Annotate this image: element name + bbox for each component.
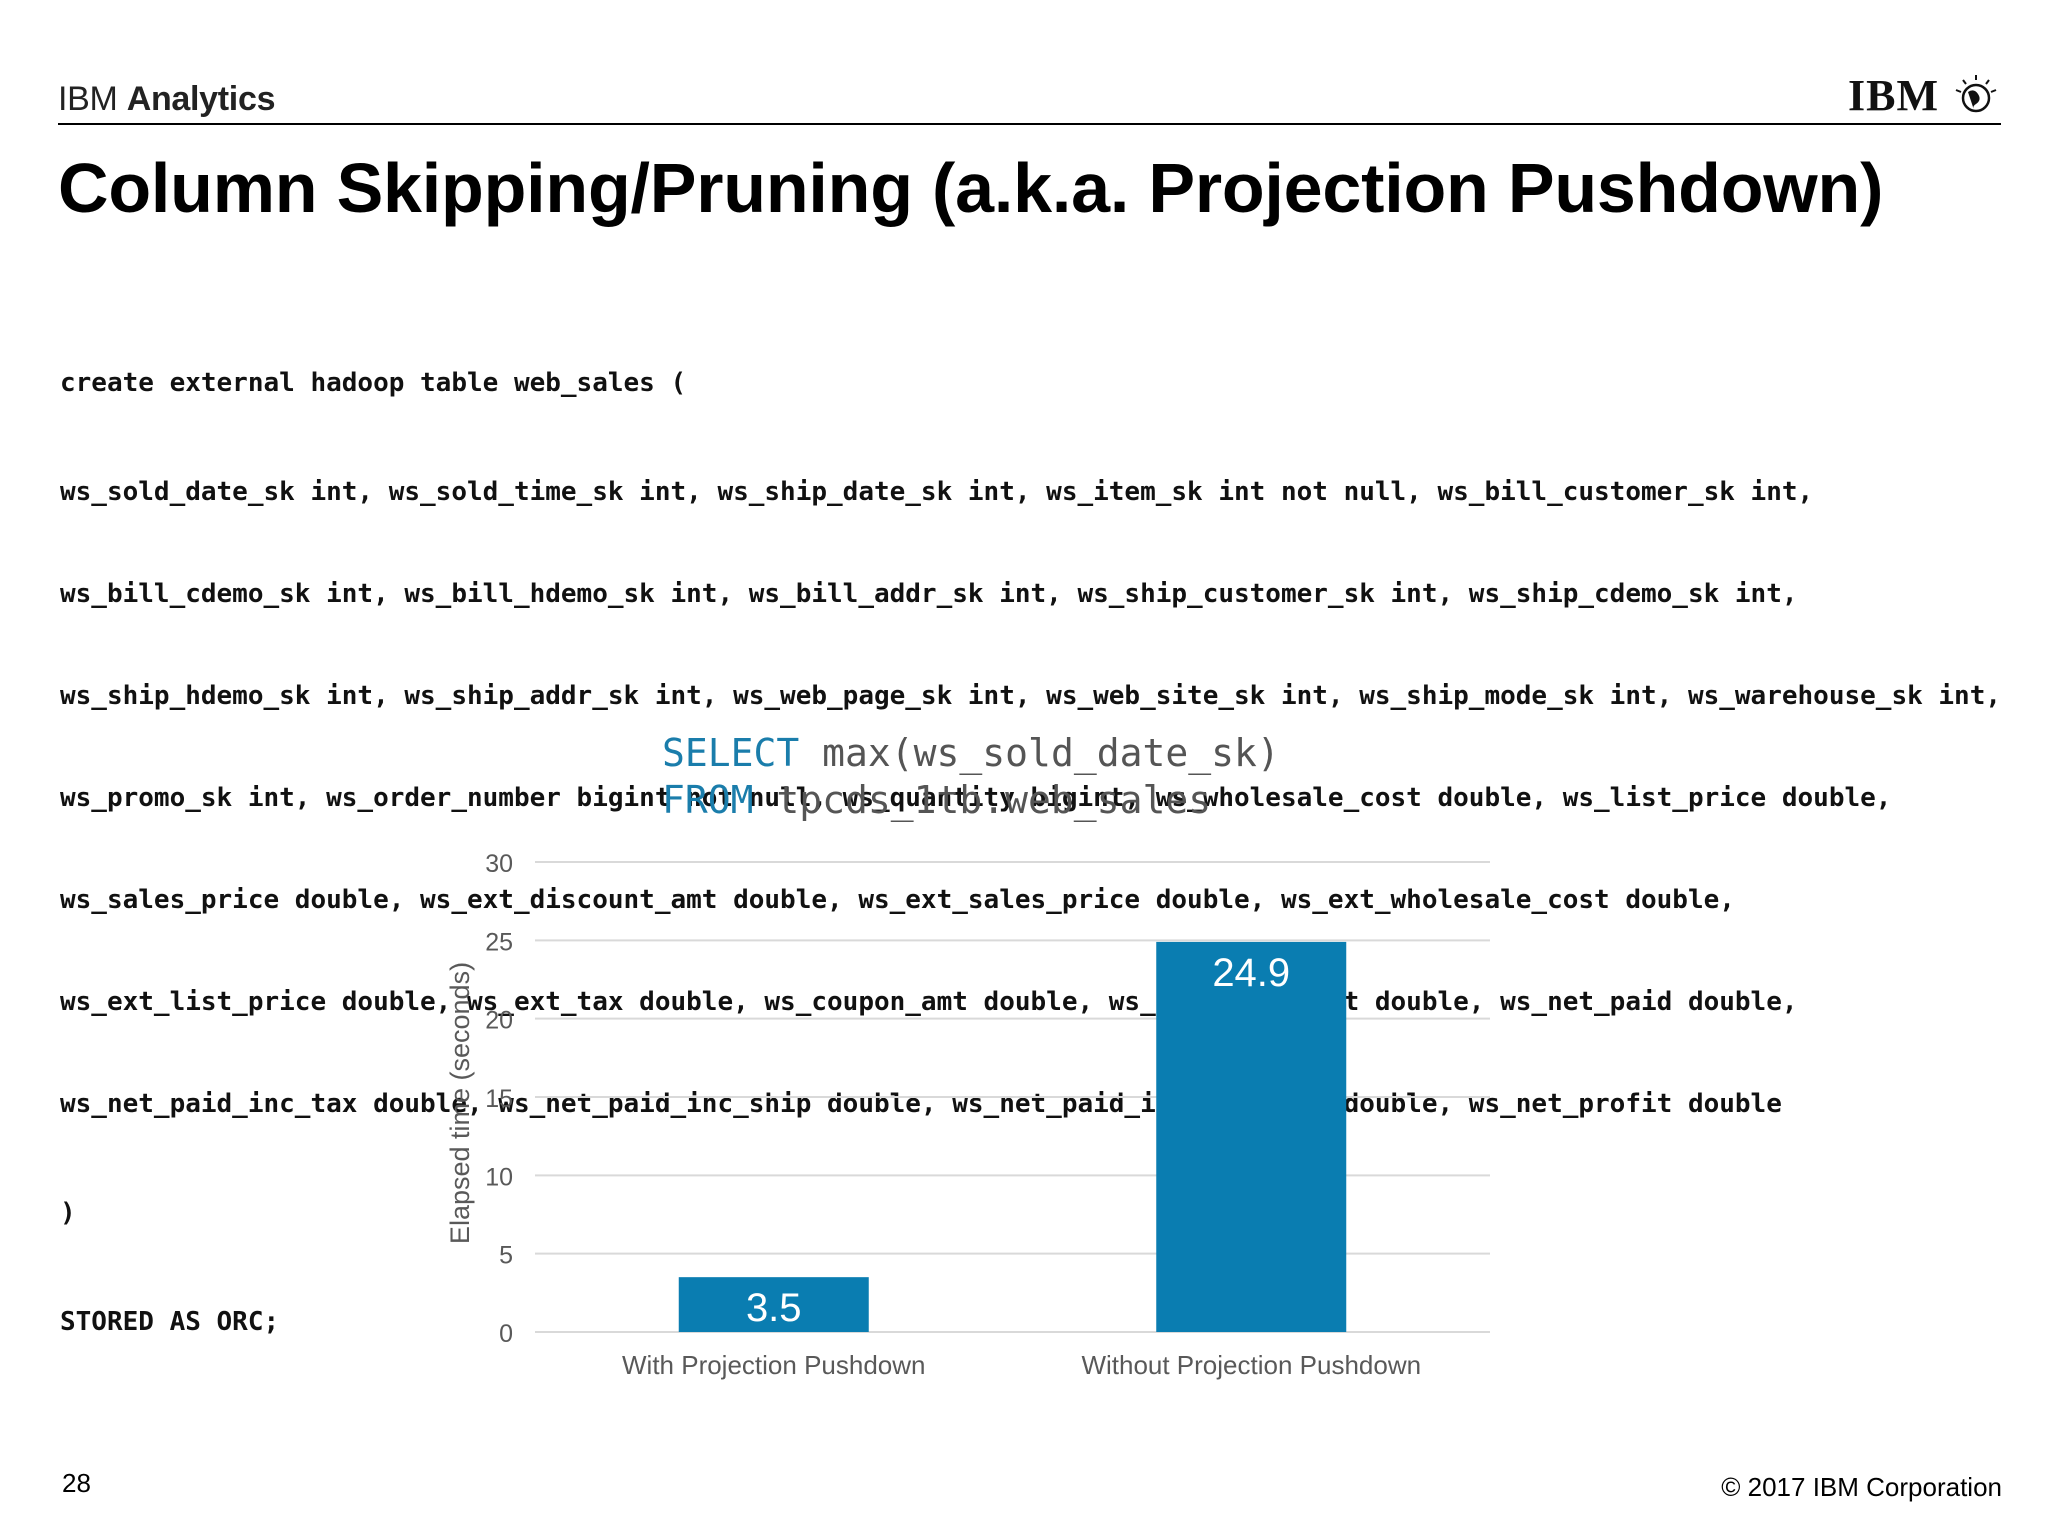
sql-select-expr: max(ws_sold_date_sk) — [799, 731, 1280, 775]
sql-from-table: tpcds_1tb.web_sales — [753, 778, 1212, 822]
code-line: ws_ext_list_price double, ws_ext_tax dou… — [60, 987, 1798, 1017]
brand-header: IBM Analytics — [58, 80, 275, 119]
globe-icon — [1955, 75, 1997, 113]
code-line: ws_bill_cdemo_sk int, ws_bill_hdemo_sk i… — [60, 579, 1798, 609]
sql-keyword-from: FROM — [662, 778, 754, 822]
code-line: ws_sold_date_sk int, ws_sold_time_sk int… — [60, 477, 1814, 507]
copyright: © 2017 IBM Corporation — [1721, 1472, 2002, 1502]
page-number: 28 — [62, 1468, 91, 1498]
code-line: ws_promo_sk int, ws_order_number bigint … — [60, 783, 1892, 813]
brand-prefix: IBM — [58, 80, 127, 118]
code-line: create external hadoop table web_sales ( — [60, 368, 687, 398]
code-line: ws_sales_price double, ws_ext_discount_a… — [60, 885, 1735, 915]
code-line: ) — [60, 1198, 76, 1228]
header-rule — [58, 123, 2001, 125]
code-line: ws_ship_hdemo_sk int, ws_ship_addr_sk in… — [60, 681, 2002, 711]
ibm-logo: IBM — [1848, 71, 1997, 120]
ddl-code-block: create external hadoop table web_sales (… — [60, 298, 2001, 1373]
code-line: STORED AS ORC; — [60, 1307, 280, 1337]
sql-query: SELECT max(ws_sold_date_sk) FROM tpcds_1… — [662, 730, 1280, 824]
ibm-logo-text: IBM — [1848, 71, 1939, 120]
code-line: ws_net_paid_inc_tax double, ws_net_paid_… — [60, 1089, 1782, 1119]
brand-name: Analytics — [126, 80, 276, 118]
slide-title: Column Skipping/Pruning (a.k.a. Projecti… — [58, 149, 1884, 227]
sql-keyword-select: SELECT — [662, 731, 800, 775]
